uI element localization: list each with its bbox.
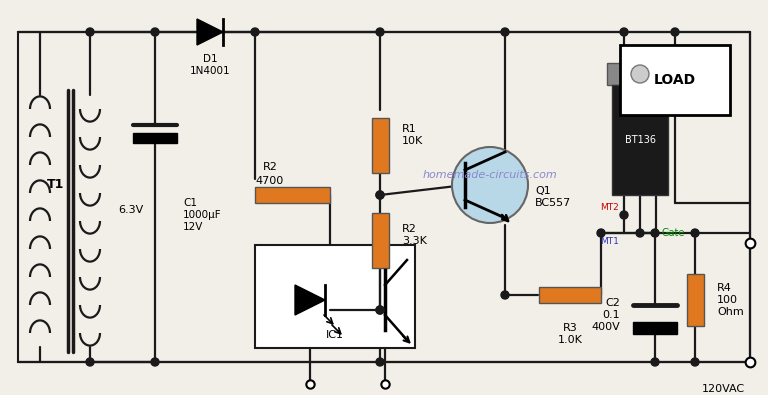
Text: R1
10K: R1 10K xyxy=(402,124,423,146)
Text: 120VAC: 120VAC xyxy=(702,384,745,394)
Circle shape xyxy=(501,291,509,299)
Circle shape xyxy=(251,28,259,36)
Circle shape xyxy=(620,28,628,36)
Circle shape xyxy=(636,229,644,237)
Bar xyxy=(372,213,389,267)
Text: C1
1000µF
12V: C1 1000µF 12V xyxy=(183,198,222,231)
Bar xyxy=(633,322,677,334)
Circle shape xyxy=(376,358,384,366)
Text: BT136: BT136 xyxy=(624,135,656,145)
Text: R2
3.3K: R2 3.3K xyxy=(402,224,427,246)
Text: 4700: 4700 xyxy=(256,176,284,186)
Text: LOAD: LOAD xyxy=(654,73,696,87)
Polygon shape xyxy=(197,19,223,45)
Circle shape xyxy=(376,28,384,36)
Text: TR1: TR1 xyxy=(678,73,703,87)
Text: Gate: Gate xyxy=(661,228,684,238)
Circle shape xyxy=(651,229,659,237)
Text: R2: R2 xyxy=(263,162,277,172)
Circle shape xyxy=(151,358,159,366)
Circle shape xyxy=(86,358,94,366)
Bar xyxy=(539,287,601,303)
Circle shape xyxy=(376,306,384,314)
Circle shape xyxy=(501,28,509,36)
Bar xyxy=(372,117,389,173)
Bar xyxy=(254,187,329,203)
Bar xyxy=(255,245,415,348)
Circle shape xyxy=(691,358,699,366)
Bar xyxy=(18,32,750,362)
Text: homemade-circuits.com: homemade-circuits.com xyxy=(422,170,558,180)
Circle shape xyxy=(151,28,159,36)
Text: IC1: IC1 xyxy=(326,330,344,340)
Circle shape xyxy=(86,28,94,36)
Bar xyxy=(620,45,730,115)
Bar xyxy=(133,133,177,143)
Circle shape xyxy=(671,28,679,36)
Text: R3
1.0K: R3 1.0K xyxy=(558,323,582,344)
Circle shape xyxy=(620,211,628,219)
Circle shape xyxy=(376,191,384,199)
Text: T1: T1 xyxy=(48,179,65,192)
Circle shape xyxy=(631,65,649,83)
Text: D1
1N4001: D1 1N4001 xyxy=(190,54,230,75)
Circle shape xyxy=(597,229,605,237)
Text: C2
0.1
400V: C2 0.1 400V xyxy=(591,298,620,331)
Circle shape xyxy=(376,191,384,199)
Circle shape xyxy=(452,147,528,223)
Text: MT2: MT2 xyxy=(601,203,619,211)
Polygon shape xyxy=(295,285,325,315)
Text: R4
100
Ohm: R4 100 Ohm xyxy=(717,283,743,317)
Text: 6.3V: 6.3V xyxy=(118,205,144,215)
Circle shape xyxy=(691,229,699,237)
Circle shape xyxy=(651,358,659,366)
Bar xyxy=(612,85,668,195)
Text: Q1
BC557: Q1 BC557 xyxy=(535,186,571,208)
Circle shape xyxy=(376,306,384,314)
Text: MT1: MT1 xyxy=(600,237,619,246)
Bar xyxy=(607,63,673,85)
Bar xyxy=(687,274,703,326)
